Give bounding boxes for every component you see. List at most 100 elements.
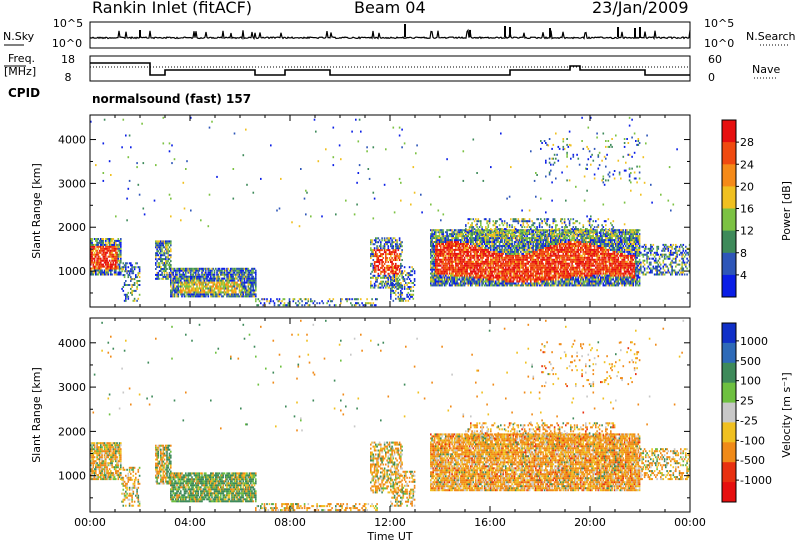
- data-cell: [213, 275, 216, 278]
- data-cell: [221, 273, 223, 276]
- data-cell: [457, 235, 460, 238]
- data-cell: [467, 243, 470, 245]
- data-cell: [395, 239, 397, 242]
- data-cell: [167, 240, 170, 243]
- data-cell: [116, 259, 118, 262]
- data-cell: [475, 229, 477, 232]
- data-cell: [202, 295, 205, 298]
- data-cell: [367, 302, 370, 305]
- data-cell: [446, 266, 448, 269]
- data-cell: [442, 280, 445, 283]
- data-cell: [465, 248, 467, 251]
- data-cell: [441, 243, 443, 245]
- data-cell: [195, 271, 197, 274]
- data-cell: [483, 235, 486, 238]
- data-cell: [91, 249, 93, 252]
- data-cell: [396, 253, 398, 256]
- data-cell: [466, 245, 468, 247]
- data-cell: [382, 257, 385, 259]
- data-cell: [115, 261, 117, 264]
- data-cell: [442, 258, 445, 261]
- data-cell: [216, 281, 218, 284]
- data-cell: [390, 287, 392, 290]
- data-cell: [461, 276, 463, 279]
- data-cell: [437, 284, 440, 287]
- data-cell: [192, 279, 195, 282]
- data-cell: [90, 241, 92, 244]
- data-cell: [520, 250, 522, 253]
- data-cell: [112, 263, 115, 266]
- data-cell: [453, 278, 456, 281]
- data-cell: [393, 264, 396, 267]
- data-cell: [528, 260, 531, 263]
- data-cell: [452, 268, 455, 271]
- data-cell: [173, 287, 176, 290]
- data-cell: [223, 289, 226, 292]
- data-cell: [162, 258, 165, 261]
- data-cell: [436, 229, 438, 232]
- data-cell: [478, 262, 481, 265]
- data-cell: [458, 270, 461, 273]
- data-cell: [391, 289, 393, 292]
- data-cell: [482, 276, 485, 279]
- data-cell: [177, 291, 180, 294]
- data-cell: [462, 229, 465, 232]
- data-cell: [460, 235, 462, 238]
- data-cell: [167, 256, 170, 259]
- data-cell: [251, 275, 253, 278]
- data-cell: [168, 254, 171, 257]
- data-cell: [486, 260, 488, 263]
- data-cell: [247, 271, 250, 274]
- data-cell: [451, 282, 453, 285]
- data-cell: [397, 266, 400, 269]
- data-cell: [193, 289, 196, 292]
- data-cell: [205, 287, 207, 290]
- data-cell: [502, 252, 505, 255]
- data-cell: [393, 291, 396, 294]
- data-cell: [110, 271, 112, 274]
- data-cell: [192, 281, 195, 284]
- data-cell: [226, 289, 228, 292]
- data-cell: [431, 241, 433, 243]
- data-cell: [486, 264, 488, 267]
- data-cell: [170, 269, 172, 272]
- data-cell: [481, 235, 483, 238]
- data-cell: [230, 271, 232, 274]
- data-cell: [451, 252, 453, 255]
- data-cell: [477, 270, 480, 273]
- data-cell: [231, 273, 233, 276]
- data-cell: [482, 248, 485, 251]
- data-cell: [118, 253, 121, 256]
- data-cell: [463, 264, 466, 267]
- data-cell: [391, 253, 393, 256]
- data-cell: [125, 295, 127, 298]
- data-cell: [226, 273, 228, 276]
- data-cell: [192, 277, 195, 280]
- data-cell: [430, 264, 432, 267]
- data-cell: [250, 279, 252, 282]
- data-cell: [391, 272, 393, 275]
- data-cell: [441, 237, 443, 240]
- data-cell: [190, 269, 192, 272]
- data-cell: [102, 259, 105, 262]
- data-cell: [470, 235, 472, 238]
- data-cell: [442, 245, 445, 247]
- data-cell: [468, 280, 471, 283]
- data-cell: [457, 229, 460, 232]
- data-cell: [188, 267, 191, 270]
- data-cell: [106, 271, 108, 274]
- data-cell: [388, 253, 391, 256]
- data-cell: [208, 291, 211, 294]
- data-cell: [556, 268, 558, 271]
- data-cell: [457, 231, 460, 234]
- data-cell: [476, 278, 478, 281]
- data-cell: [486, 262, 488, 265]
- data-cell: [432, 260, 435, 263]
- data-cell: [433, 233, 436, 236]
- data-cell: [120, 267, 122, 270]
- data-cell: [475, 241, 477, 243]
- data-cell: [107, 241, 110, 244]
- data-cell: [398, 268, 401, 271]
- data-cell: [450, 266, 452, 269]
- data-cell: [483, 260, 486, 263]
